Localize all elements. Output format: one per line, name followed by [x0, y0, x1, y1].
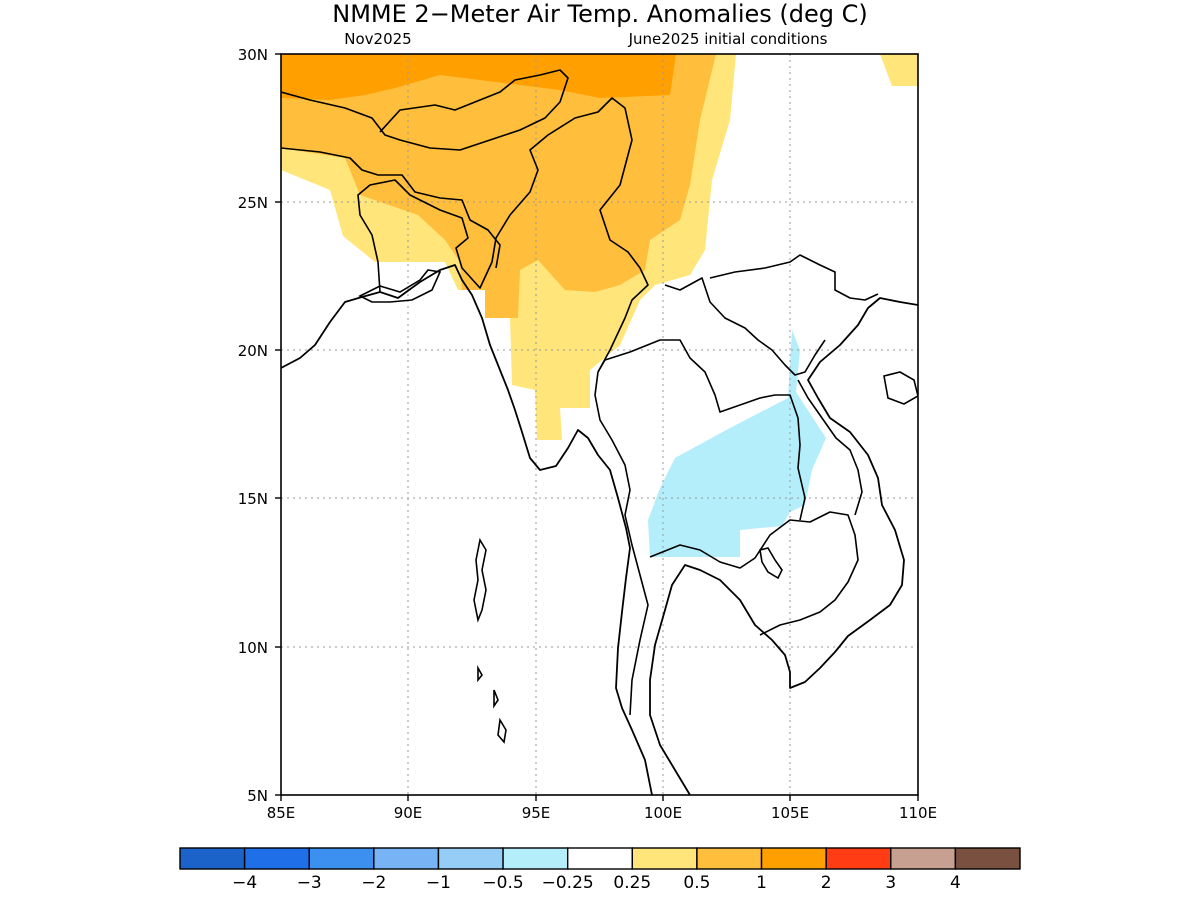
x-tick-label: 85E [267, 804, 296, 822]
border-laos-vietnam [797, 379, 863, 516]
coastlines-and-borders [281, 69, 918, 795]
y-tick-label: 15N [238, 490, 268, 508]
legend-color-box [696, 847, 763, 870]
coastline-hainan [883, 371, 918, 405]
map-frame [280, 53, 919, 796]
y-tick-label: 25N [238, 194, 268, 212]
cool-anomaly-area [648, 330, 826, 557]
legend-label: −2 [361, 873, 386, 893]
legend-label: −4 [232, 873, 257, 893]
legend-label: −1 [426, 873, 451, 893]
nicobar-island-1 [477, 664, 483, 683]
legend-color-box [437, 847, 504, 870]
y-tick-label: 10N [238, 639, 268, 657]
legend-label: 0.25 [613, 873, 651, 893]
axis-tick-marks [275, 53, 919, 801]
initial-conditions-label: June2025 initial conditions [628, 30, 828, 48]
legend-color-box [373, 847, 440, 870]
grid-lines [281, 54, 918, 795]
legend-color-box [308, 847, 375, 870]
border-laos-north [664, 277, 826, 376]
nicobar-island-3 [497, 717, 507, 744]
legend-label: −0.25 [542, 873, 594, 893]
anomaly-shading [281, 54, 918, 557]
legend-color-box [954, 847, 1021, 870]
y-tick-label: 20N [238, 342, 268, 360]
legend-color-box [631, 847, 698, 870]
x-tick-label: 100E [644, 804, 682, 822]
map-title: NMME 2−Meter Air Temp. Anomalies (deg C) [332, 0, 867, 28]
warm-anomaly-east-area [880, 54, 918, 86]
legend-color-box [243, 847, 310, 870]
x-tick-label: 95E [522, 804, 551, 822]
nicobar-island-2 [493, 689, 499, 709]
warm-anomaly-strong-area [281, 54, 676, 100]
legend-label: 1 [756, 873, 767, 893]
legend-label: −3 [297, 873, 322, 893]
y-tick-label: 5N [247, 787, 268, 805]
border-india-bangladesh [281, 147, 501, 269]
legend-label: 2 [821, 873, 832, 893]
coastline-gulf-of-thailand [649, 297, 918, 795]
valid-month-label: Nov2025 [344, 30, 411, 48]
border-india-nepal-bhutan [281, 69, 569, 151]
x-axis-labels: 85E 90E 95E 100E 105E 110E [267, 804, 937, 822]
legend-label: 0.5 [683, 873, 710, 893]
border-thailand-myanmar-south [594, 371, 649, 716]
legend-color-box [890, 847, 957, 870]
warm-anomaly-medium-area [281, 54, 716, 318]
color-legend: −4 −3 −2 −1 −0.5 −0.25 0.25 0.5 1 2 3 4 [179, 847, 1021, 893]
x-tick-label: 110E [899, 804, 937, 822]
legend-color-box [760, 847, 827, 870]
legend-color-box [825, 847, 892, 870]
legend-color-box [502, 847, 569, 870]
x-tick-label: 90E [394, 804, 423, 822]
y-tick-label: 30N [238, 46, 268, 64]
andaman-islands [473, 537, 487, 623]
legend-label: 3 [885, 873, 896, 893]
sundarbans-delta [358, 269, 442, 303]
tonle-sap-lake [759, 547, 783, 580]
border-myanmar-west [357, 97, 649, 373]
border-thailand-laos [597, 339, 806, 521]
border-vietnam-china [709, 254, 879, 301]
legend-color-box [179, 847, 246, 870]
y-axis-labels: 30N 25N 20N 15N 10N 5N [238, 46, 268, 805]
legend-label: −0.5 [482, 873, 523, 893]
legend-label: 4 [950, 873, 961, 893]
legend-color-box [566, 847, 634, 870]
coastline-main [281, 264, 653, 795]
x-tick-label: 105E [771, 804, 809, 822]
border-thailand-cambodia [649, 511, 859, 636]
